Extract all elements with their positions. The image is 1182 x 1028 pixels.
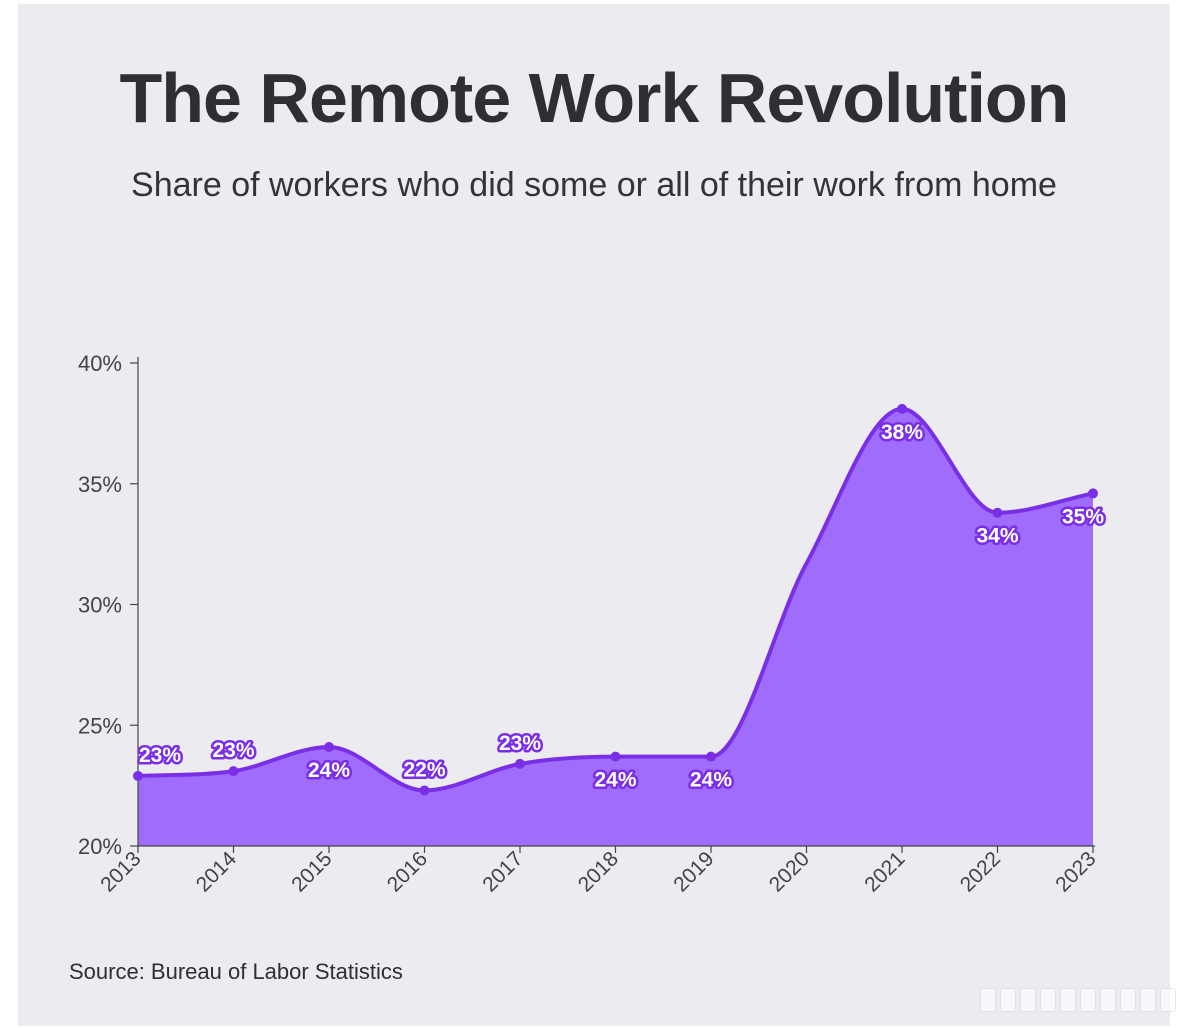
data-label: 35% [1062,505,1104,528]
source-note: Source: Bureau of Labor Statistics [69,959,403,984]
data-label: 38% [881,421,923,444]
y-tick-label: 35% [78,472,122,497]
data-point [1088,488,1098,499]
data-point [992,507,1003,518]
data-point [419,785,430,796]
area-layer [137,406,1094,846]
data-point [324,741,334,752]
data-point [515,758,525,769]
data-label: 23% [499,732,541,755]
x-tick-label: 2021 [860,847,909,896]
x-tick-label: 2023 [1051,847,1100,896]
data-label: 23% [139,744,181,767]
x-tick-label: 2017 [478,847,527,896]
data-label: 24% [594,769,636,792]
y-tick-label: 20% [78,834,122,859]
y-tick-label: 25% [78,713,122,738]
x-tick-label: 2019 [669,847,718,896]
data-point [133,770,143,781]
x-tick-label: 2020 [765,847,814,896]
area-fill [138,408,1093,846]
data-label: 24% [690,769,732,792]
x-tick-label: 2015 [287,847,336,896]
series-line [137,406,1094,793]
x-tick-label: 2016 [383,847,432,896]
x-tick-label: 2018 [574,847,623,896]
chart-title: The Remote Work Revolution [119,59,1070,137]
data-label: 22% [403,758,445,781]
label-layer: 23% 23% 24% 22% 23% 24% 24% 38% 34% 35% [136,418,1106,794]
x-tick-label: 2022 [956,847,1005,896]
data-point [228,766,239,777]
data-point [897,403,907,414]
y-tick-label: 40% [78,351,122,376]
point-layer [133,403,1098,796]
data-point [706,751,716,762]
data-label: 23% [212,739,254,762]
data-label: 24% [308,759,350,782]
y-tick-label: 30% [78,593,122,618]
data-label: 34% [976,525,1018,548]
x-tick-label: 2014 [192,847,242,897]
chart-subtitle: Share of workers who did some or all of … [131,166,1057,204]
data-point [610,751,621,762]
watermark-logo [980,988,1176,1012]
